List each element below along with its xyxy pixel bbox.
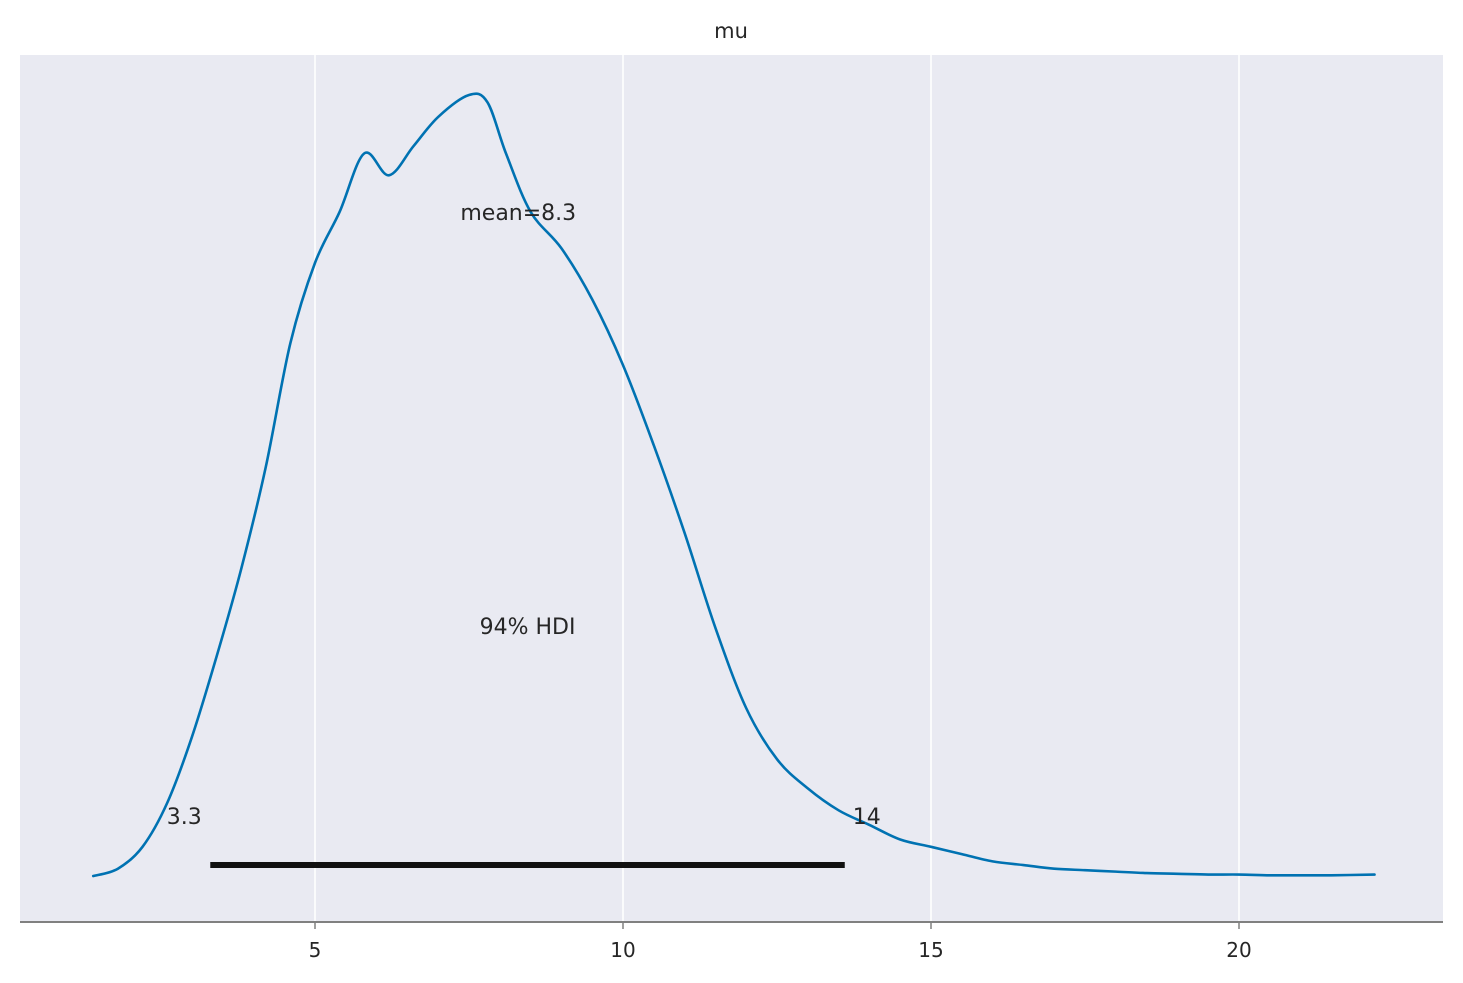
plot-area [20, 55, 1443, 922]
chart-title: mu [714, 19, 748, 43]
x-tick-label: 15 [918, 938, 943, 962]
x-tick-label: 20 [1226, 938, 1251, 962]
hdi-low-label: 3.3 [167, 805, 202, 830]
hdi-label: 94% HDI [480, 615, 576, 640]
mean-label: mean=8.3 [460, 201, 576, 226]
x-tick-label: 10 [610, 938, 635, 962]
hdi-high-label: 14 [853, 805, 881, 830]
x-axis-ticks: 5 10 15 20 [309, 922, 1252, 962]
x-tick-label: 5 [309, 938, 322, 962]
density-curve [91, 92, 1376, 878]
grid-lines [314, 55, 1240, 922]
